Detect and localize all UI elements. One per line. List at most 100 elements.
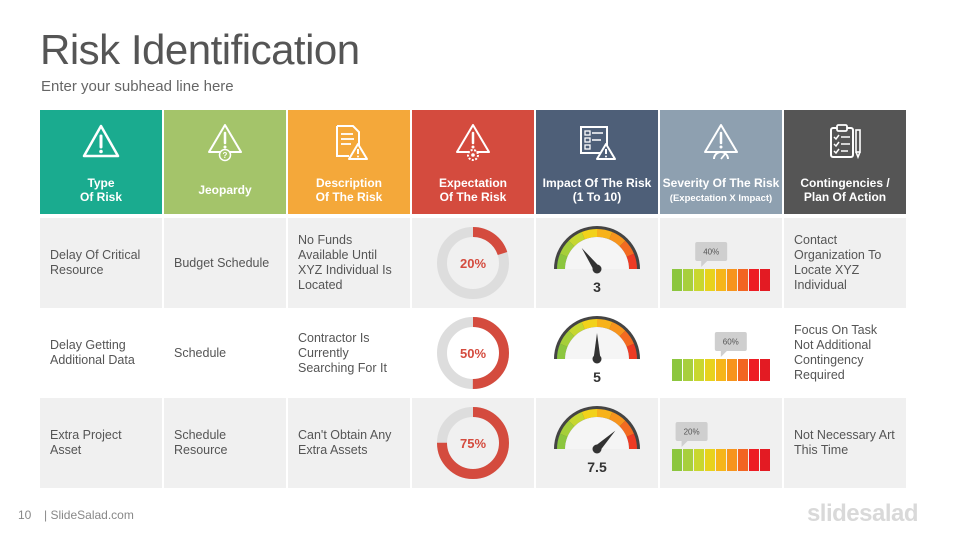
donut-value-arc xyxy=(437,407,509,479)
severity-block xyxy=(705,449,715,471)
severity-callout-tail xyxy=(701,261,708,267)
severity-block xyxy=(705,359,715,381)
severity-block xyxy=(705,269,715,291)
severity-scale: 40% xyxy=(672,242,770,291)
page-number: 10 xyxy=(18,508,32,522)
gauge-pivot xyxy=(592,354,602,364)
severity-label: 40% xyxy=(703,248,719,257)
severity-scale: 20% xyxy=(672,422,770,471)
warning-gauge-icon xyxy=(660,122,782,176)
severity-callout-tail xyxy=(720,351,727,357)
table-row: Delay Of Critical Resource Budget Schedul… xyxy=(40,214,906,308)
severity-block xyxy=(738,449,748,471)
severity-block xyxy=(760,269,770,291)
severity-block xyxy=(727,269,737,291)
checklist-warning-icon xyxy=(536,122,658,176)
severity-block xyxy=(716,449,726,471)
jeopardy-cell: Budget Schedule xyxy=(164,214,286,308)
header-plan-line1: Contingencies / xyxy=(800,176,890,190)
header-expectation-line2: Of The Risk xyxy=(439,190,507,204)
gauge-segment xyxy=(557,433,568,449)
severity-block xyxy=(694,359,704,381)
severity-block xyxy=(749,269,759,291)
gauge-segment xyxy=(581,319,597,330)
severity-block xyxy=(749,449,759,471)
severity-block xyxy=(716,359,726,381)
gauge-value-label: 5 xyxy=(593,369,601,385)
gauge-segment xyxy=(560,420,575,437)
gauge-value-label: 7.5 xyxy=(587,459,607,475)
gauge-segment xyxy=(626,433,637,449)
document-warning-icon xyxy=(288,122,410,176)
description-cell: Can't Obtain Any Extra Assets xyxy=(288,398,410,488)
header-severity-line1: Severity Of The Risk xyxy=(662,176,780,190)
gauge-segment xyxy=(581,229,597,240)
header-plan: Contingencies / Plan Of Action xyxy=(784,110,906,214)
severity-callout xyxy=(675,422,708,441)
page-subhead: Enter your subhead line here xyxy=(41,78,234,95)
gauge-face xyxy=(565,237,629,269)
severity-block xyxy=(760,359,770,381)
gauge-needle xyxy=(593,333,601,359)
impact-cell: 7.5 xyxy=(536,398,658,488)
header-description-line2: Of The Risk xyxy=(315,190,383,204)
header-type-line1: Type xyxy=(87,176,115,190)
expectation-cell: 75% xyxy=(412,398,534,488)
expectation-cell: 20% xyxy=(412,214,534,308)
gauge-segment xyxy=(619,420,634,437)
header-severity-line2: (Expectation X Impact) xyxy=(669,193,773,204)
severity-cell: 40% xyxy=(660,214,782,308)
header-jeopardy: ? Jeopardy xyxy=(164,110,286,214)
description-cell: No Funds Available Until XYZ Individual … xyxy=(288,214,410,308)
impact-cell: 5 xyxy=(536,308,658,398)
donut-label: 75% xyxy=(460,436,486,451)
svg-text:?: ? xyxy=(223,151,228,160)
gauge-segment xyxy=(557,343,568,359)
severity-scale: 60% xyxy=(672,332,770,381)
header-description-line1: Description xyxy=(315,176,382,190)
severity-callout-tail xyxy=(681,441,688,447)
severity-cell: 60% xyxy=(660,308,782,398)
gauge-segment xyxy=(560,240,575,257)
expectation-donut: 50% xyxy=(437,317,509,389)
severity-block xyxy=(672,449,682,471)
footer-site: | SlideSalad.com xyxy=(44,508,134,522)
plan-cell: Contact Organization To Locate XYZ Indiv… xyxy=(784,214,906,308)
gauge-segment xyxy=(568,412,585,427)
gauge-segment xyxy=(597,319,613,330)
gauge-segment xyxy=(557,253,568,269)
severity-block xyxy=(760,449,770,471)
severity-block xyxy=(716,269,726,291)
gauge-value-label: 3 xyxy=(593,279,601,295)
gauge-pivot xyxy=(592,264,602,274)
jeopardy-cell: Schedule Resource xyxy=(164,398,286,488)
impact-gauge: 3 xyxy=(554,226,640,295)
gauge-segment xyxy=(619,330,634,347)
expectation-cell: 50% xyxy=(412,308,534,398)
header-expectation: Expectation Of The Risk xyxy=(412,110,534,214)
page-title: Risk Identification xyxy=(40,26,360,73)
donut-label: 20% xyxy=(460,256,486,271)
severity-block xyxy=(694,449,704,471)
header-type: Type Of Risk xyxy=(40,110,162,214)
clipboard-pencil-icon xyxy=(784,122,906,176)
severity-block xyxy=(749,359,759,381)
severity-block xyxy=(683,269,693,291)
header-impact: Impact Of The Risk (1 To 10) xyxy=(536,110,658,214)
gauge-segment xyxy=(568,232,585,247)
impact-cell: 3 xyxy=(536,214,658,308)
donut-value-arc xyxy=(437,317,509,389)
gauge-segment xyxy=(597,409,613,420)
gauge-segment xyxy=(568,322,585,337)
description-cell: Contractor Is Currently Searching For It xyxy=(288,308,410,398)
severity-block xyxy=(727,359,737,381)
table-row: Delay Getting Additional Data Schedule Con… xyxy=(40,308,906,398)
warning-gear-icon xyxy=(412,122,534,176)
plan-cell: Focus On Task Not Additional Contingency… xyxy=(784,308,906,398)
gauge-segment xyxy=(609,232,626,247)
warning-question-icon: ? xyxy=(164,122,286,176)
header-description: Description Of The Risk xyxy=(288,110,410,214)
expectation-donut: 75% xyxy=(437,407,509,479)
severity-block xyxy=(738,359,748,381)
warning-icon xyxy=(40,122,162,176)
